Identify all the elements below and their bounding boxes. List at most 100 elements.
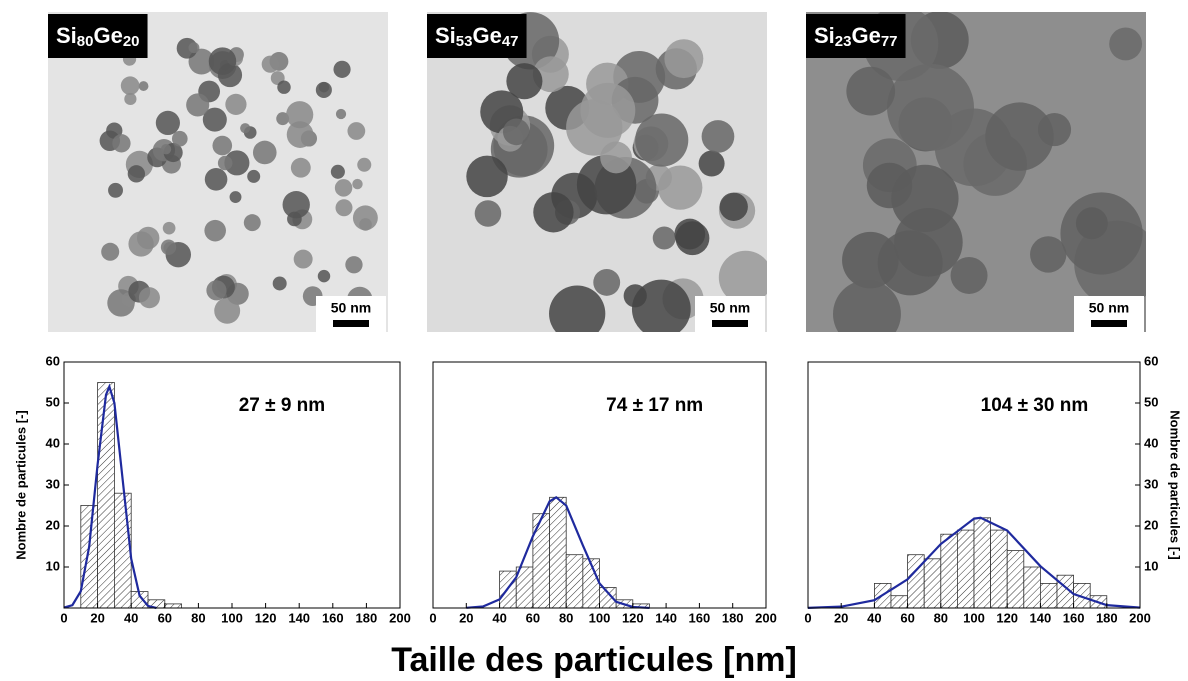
label-element: Ge: [93, 23, 122, 48]
x-tick-label: 120: [996, 610, 1018, 625]
bar: [164, 603, 183, 609]
particle: [171, 130, 188, 147]
scale-label: 50 nm: [1089, 300, 1129, 316]
particle: [330, 164, 345, 179]
x-tick-label: 0: [60, 610, 67, 625]
tem-image: [48, 12, 388, 332]
particle: [138, 81, 149, 91]
bar: [532, 513, 550, 609]
particle: [359, 218, 372, 231]
fit-curve: [807, 516, 1141, 609]
particle: [317, 269, 331, 283]
particle: [347, 122, 366, 140]
particle: [204, 168, 228, 191]
scale-label: 50 nm: [331, 300, 371, 316]
particle: [224, 150, 250, 176]
particle: [206, 280, 227, 301]
particle: [985, 102, 1054, 171]
label-box: [48, 14, 148, 58]
particle: [276, 112, 290, 126]
particle: [502, 118, 530, 146]
particle: [1075, 207, 1108, 240]
particle: [128, 231, 154, 257]
particle: [188, 48, 215, 75]
bar: [1040, 583, 1058, 609]
label-subscript: 47: [502, 33, 519, 50]
scale-bar: [333, 320, 369, 327]
particle: [600, 141, 632, 174]
particle: [1109, 27, 1143, 61]
particle: [846, 66, 896, 116]
particle: [124, 92, 137, 106]
x-tick-label: 140: [655, 610, 677, 625]
particle: [719, 192, 748, 221]
particle: [120, 76, 140, 95]
particle: [261, 55, 279, 73]
particle: [701, 120, 735, 153]
particle: [290, 157, 311, 178]
y-tick-label: 20: [46, 517, 60, 532]
label-element: Ge: [472, 23, 501, 48]
x-tick-label: 160: [322, 610, 344, 625]
sample-label: Si80Ge20: [56, 23, 140, 50]
y-tick-label: 20: [1144, 517, 1158, 532]
particle: [652, 226, 676, 250]
y-tick-label: 40: [46, 435, 60, 450]
bar: [973, 517, 992, 609]
particle: [243, 214, 261, 232]
y-tick-label: 50: [1144, 394, 1158, 409]
sample-label: Si53Ge47: [435, 23, 519, 50]
particle: [229, 191, 242, 203]
x-tick-label: 160: [1063, 610, 1085, 625]
y-tick-label: 50: [46, 394, 60, 409]
particle: [138, 287, 160, 309]
bar: [1006, 550, 1025, 609]
particle: [674, 218, 706, 250]
particle: [549, 285, 606, 332]
label-box: [427, 14, 527, 58]
y-tick-label: 60: [46, 353, 60, 368]
scale-bar: [1091, 320, 1127, 327]
particle: [240, 123, 251, 134]
y-tick-label: 30: [1144, 476, 1158, 491]
y-tick-label: 10: [1144, 558, 1158, 573]
x-tick-label: 40: [492, 610, 506, 625]
x-tick-label: 140: [1030, 610, 1052, 625]
label-subscript: 80: [77, 33, 94, 50]
x-tick-label: 200: [389, 610, 411, 625]
particle: [635, 113, 689, 167]
particle: [593, 268, 621, 296]
particle: [580, 82, 636, 138]
y-tick-label: 40: [1144, 435, 1158, 450]
particle: [293, 249, 313, 269]
label-element: Si: [56, 23, 77, 48]
particle: [357, 157, 372, 172]
bar: [890, 595, 909, 609]
tem-image: [806, 12, 1146, 332]
x-tick-label: 200: [755, 610, 777, 625]
particle: [162, 221, 176, 235]
x-tick-label: 140: [288, 610, 310, 625]
particle: [664, 39, 704, 79]
particle: [247, 169, 261, 183]
particle: [160, 144, 172, 155]
x-tick-label: 100: [589, 610, 611, 625]
label-subscript: 53: [456, 33, 473, 50]
x-tick-label: 20: [834, 610, 848, 625]
bar: [907, 554, 925, 609]
bar: [923, 558, 942, 609]
particle: [698, 150, 725, 177]
x-tick-label: 180: [356, 610, 378, 625]
bar: [114, 492, 132, 609]
particle: [623, 284, 647, 308]
bar: [990, 529, 1008, 609]
particle: [252, 140, 277, 165]
particle: [533, 192, 574, 233]
particle: [886, 63, 974, 151]
particle: [334, 179, 353, 197]
particle: [345, 256, 363, 274]
bar: [549, 496, 567, 609]
particle: [186, 93, 210, 117]
x-tick-label: 0: [429, 610, 436, 625]
annotation: 74 ± 17 nm: [606, 395, 703, 416]
